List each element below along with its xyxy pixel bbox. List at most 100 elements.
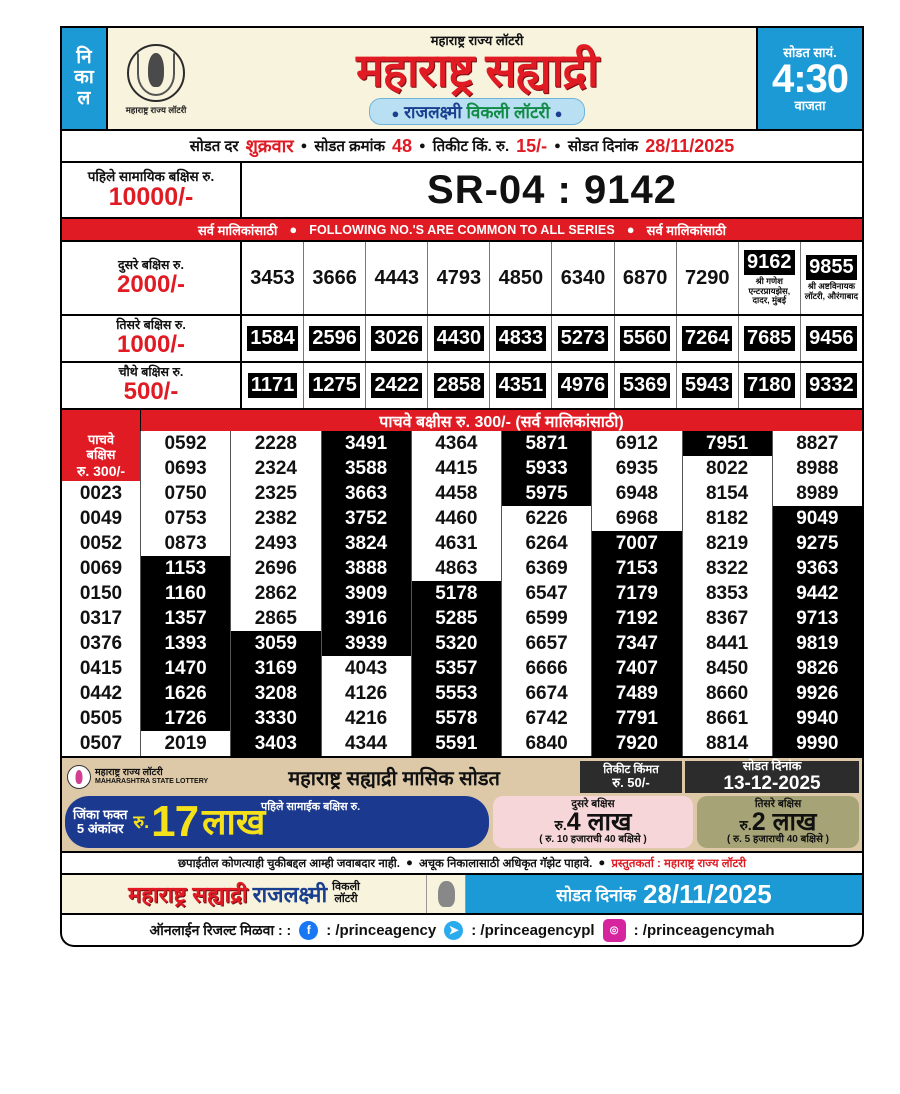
emblem-caption: महाराष्ट्र राज्य लॉटरी [125,104,187,115]
promo-ticket-price-label: तिकीट किंमत [603,763,659,776]
fifth-prize-header: पाचवे बक्षीस रु. 300/- (सर्व मालिकांसाठी… [62,410,862,431]
second-prize-numbers: 3453 3666 4443 4793 4850 6340 6870 7290 9162 श्री… [242,242,862,314]
second-prize-label: दुसरे बक्षिस रु. 2000/- [62,242,242,314]
fourth-prize-numbers: 1171 1275 2422 2858 4351 4976 5369 5943 7180 9332 [242,363,862,408]
prize-number-cell: 4793 [428,242,491,314]
fifth-prize-number: 8353 [705,582,749,604]
promo-second-amount: रु.4 लाख [554,809,631,836]
fifth-prize-number: 3752 [321,506,411,531]
fifth-prize-grid: पाचवे बक्षिस रु. 300/- 0023 0049 0052 0069 0150… [62,431,862,756]
fifth-prize-number: 1393 [141,631,231,656]
fifth-prize-number: 0023 [79,482,123,504]
footer-date-block: सोडत दिनांक 28/11/2025 [466,875,862,913]
fifth-prize-number: 9363 [772,556,862,581]
prize-number-cell: 5273 [552,316,615,361]
prize-number-cell: 6340 [552,242,615,314]
telegram-icon[interactable]: ➤ [444,920,464,940]
fifth-prize-number: 5553 [411,681,501,706]
masthead-title: महाराष्ट्र सह्याद्री [356,44,599,97]
first-prize-label: पहिले सामायिक बक्षिस रु. 10000/- [62,163,242,217]
promo-ticket-price-value: रु. 50/- [612,775,650,791]
third-prize-numbers: 1584 2596 3026 4430 4833 5273 5560 7264 7685 9456 [242,316,862,361]
fifth-prize-number: 0592 [164,432,207,454]
prize-number: 2422 [371,373,422,398]
draw-number-label: सोडत क्रमांक [314,138,385,155]
fifth-prize-number: 6742 [525,707,568,729]
fifth-prize-number: 5871 [502,431,592,456]
masthead-center: महाराष्ट्र राज्य लॉटरी महाराष्ट्र राज्य … [108,28,756,129]
fifth-prize-number: 0415 [79,657,123,679]
third-prize-label-text: तिसरे बक्षिस रु. [116,318,186,333]
footer-emblem-shape [437,881,455,907]
prize-number-cell: 2858 [428,363,491,408]
promo-jinka-text: जिंका फक्त 5 अंकांवर [73,806,128,837]
fifth-prize-column: 7951 8022 8154 8182 8219 8322 8353 8367 8441 8450… [682,431,773,756]
nikal-vertical-label: नि का ल [62,28,108,129]
fifth-prize-number: 8441 [705,632,749,654]
disclaimer-a: छपाईतील कोणत्याही चुकीबद्दल आम्ही जवाबदा… [178,857,400,870]
promo-prizes-row: जिंका फक्त 5 अंकांवर रु. 17 लाख पहिले सा… [65,796,859,848]
fifth-prize-number: 6547 [525,582,568,604]
fifth-prize-number: 4344 [344,732,388,754]
fifth-prize-number: 9826 [772,656,862,681]
draw-time-box: सोडत सायं. 4:30 वाजता [756,28,862,129]
instagram-icon[interactable]: ◎ [602,918,626,942]
first-prize-number: SR-04 : 9142 [427,167,677,212]
fifth-prize-number: 5357 [411,656,501,681]
fifth-prize-label-line: पाचवे [87,432,115,448]
promo-rs-symbol: रु. [133,812,150,832]
promo-logo: महाराष्ट्र राज्य लॉटरी MAHARASHTRA STATE… [65,761,208,793]
prize-number-cell: 4443 [366,242,429,314]
promo-third-note: ( रु. 5 हजाराची 40 बक्षिसे ) [727,834,829,845]
fifth-prize-number: 2228 [254,432,298,454]
fifth-prize-section: पाचवे बक्षीस रु. 300/- (सर्व मालिकांसाठी… [60,410,864,758]
fifth-prize-number: 7179 [592,581,682,606]
promo-third-caption: तिसरे बक्षिस [754,797,802,810]
fifth-prize-number: 6264 [525,532,568,554]
fifth-prize-number: 3663 [321,481,411,506]
fifth-prize-column: 4364 4415 4458 4460 4631 4863 5178 5285 5320 5357… [411,431,502,756]
fifth-prize-number: 4364 [435,432,478,454]
fifth-prize-number: 5178 [411,581,501,606]
fifth-prize-number: 4126 [344,682,388,704]
fifth-prize-number: 0150 [79,582,123,604]
fifth-prize-number: 7007 [592,531,682,556]
footer-title-blue: राजलक्ष्मी [252,882,328,907]
promo-ticket-price: तिकीट किंमत रु. 50/- [580,761,682,793]
prize-number: 5943 [681,373,733,398]
promo-jinka-l1: जिंका फक्त [73,806,128,822]
prize-number: 7685 [744,326,795,351]
footer-title-block: महाराष्ट्र सह्याद्री राजलक्ष्मी विकली लॉट… [62,875,426,913]
facebook-handle[interactable]: : /princeagency [326,921,437,939]
fifth-prize-number: 1153 [141,556,231,581]
facebook-icon[interactable]: f [299,920,319,940]
fourth-prize-label-text: चौथे बक्षिस रु. [118,365,184,380]
draw-time-unit: वाजता [794,97,826,113]
fifth-prize-column: 2228 2324 2325 2382 2493 2696 2862 2865 3059 3169… [231,431,322,756]
prize-number-cell: 4833 [490,316,553,361]
prize-number-cell: 9855 श्री अष्टविनायक लॉटरी, औरंगाबाद [801,242,862,314]
fifth-prize-number: 0507 [79,732,123,754]
prize-number-cell: 5943 [677,363,739,408]
fifth-prize-number: 0750 [164,482,207,504]
promo-logo-text: महाराष्ट्र राज्य लॉटरी MAHARASHTRA STATE… [95,768,208,785]
fifth-prize-number: 8661 [705,707,749,729]
promo-amount-17: 17 [151,797,199,847]
instagram-handle[interactable]: : /princeagencymah [633,921,775,939]
fifth-prize-number: 2493 [254,532,298,554]
telegram-handle[interactable]: : /princeagencypl [471,921,595,939]
disclaimer-sep-2: ● [598,857,606,869]
fifth-prize-number: 5591 [411,731,501,756]
prize-number-cell: 4430 [428,316,491,361]
prize-number: 4430 [433,326,485,351]
fifth-prize-number: 0052 [79,532,123,554]
fifth-prize-number: 1726 [141,706,231,731]
fifth-prize-label-line: बक्षिस [86,446,116,462]
promo-draw-date: सोडत दिनांक 13-12-2025 [685,759,859,793]
fifth-prize-number: 0505 [79,707,123,729]
state-lottery-emblem: महाराष्ट्र राज्य लॉटरी [108,28,204,129]
prize-number-cell: 1171 [242,363,305,408]
fifth-prize-number: 6666 [525,657,568,679]
fifth-prize-label: पाचवे बक्षिस रु. 300/- [62,431,140,481]
